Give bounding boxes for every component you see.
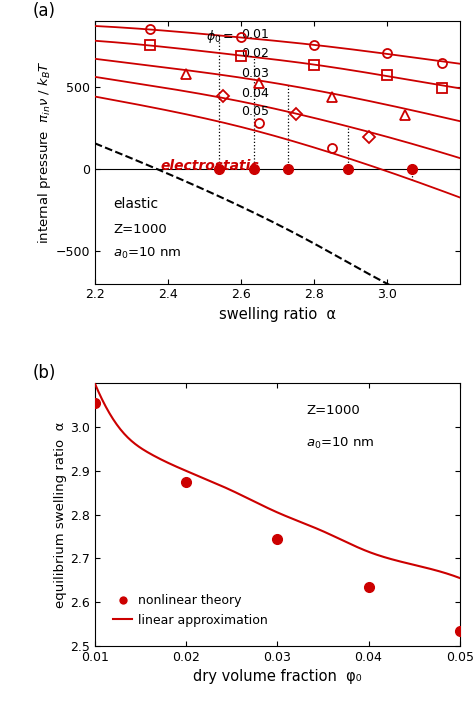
Text: 0.02: 0.02 <box>241 47 269 60</box>
X-axis label: swelling ratio  α: swelling ratio α <box>219 307 336 322</box>
Text: $\phi_0 =$: $\phi_0 =$ <box>206 27 234 45</box>
Text: 0.01: 0.01 <box>241 27 269 41</box>
Text: (b): (b) <box>33 364 56 382</box>
Y-axis label: internal pressure  $\pi_{in}\nu$ / $k_BT$: internal pressure $\pi_{in}\nu$ / $k_BT$ <box>36 60 53 244</box>
Text: electrostatic: electrostatic <box>161 159 259 173</box>
Text: Z=1000: Z=1000 <box>307 404 360 417</box>
Text: 0.03: 0.03 <box>241 67 269 80</box>
Text: elastic: elastic <box>113 197 158 211</box>
Text: $a_0$=10 nm: $a_0$=10 nm <box>113 246 182 260</box>
Text: (a): (a) <box>33 2 56 20</box>
Legend: nonlinear theory, linear approximation: nonlinear theory, linear approximation <box>109 590 273 632</box>
Text: 0.04: 0.04 <box>241 86 269 100</box>
X-axis label: dry volume fraction  φ₀: dry volume fraction φ₀ <box>193 669 362 684</box>
Text: $a_0$=10 nm: $a_0$=10 nm <box>307 436 375 451</box>
Text: Z=1000: Z=1000 <box>113 223 167 236</box>
Text: 0.05: 0.05 <box>241 105 269 118</box>
Y-axis label: equilibrium swelling ratio  α: equilibrium swelling ratio α <box>55 421 67 608</box>
